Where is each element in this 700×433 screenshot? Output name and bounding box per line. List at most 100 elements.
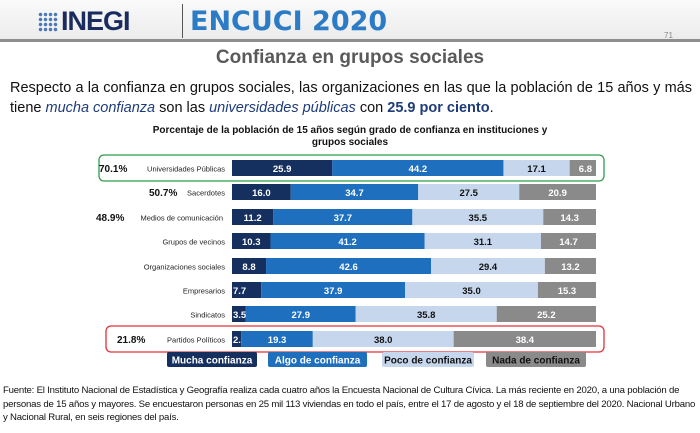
data-label: 14.3 bbox=[560, 213, 579, 224]
data-label: 19.3 bbox=[268, 335, 287, 346]
intro-paragraph: Respecto a la confianza en grupos social… bbox=[10, 78, 692, 118]
bar-segment bbox=[355, 306, 497, 322]
data-label: 15.3 bbox=[558, 286, 577, 297]
intro-text: Respecto a la confianza en grupos social… bbox=[10, 80, 692, 116]
bar-segment bbox=[261, 282, 406, 298]
data-label: 41.2 bbox=[338, 237, 357, 248]
data-label: 14.7 bbox=[559, 237, 578, 248]
bar-segment bbox=[496, 306, 596, 322]
bar-segment bbox=[266, 258, 432, 274]
intro-text: son las bbox=[155, 100, 210, 116]
data-label: 38.4 bbox=[516, 335, 535, 346]
data-label: 20.9 bbox=[548, 188, 567, 199]
data-label: 37.9 bbox=[324, 286, 343, 297]
category-label: Sacerdotes bbox=[187, 189, 225, 198]
bar-segment bbox=[270, 233, 425, 249]
bar-segment bbox=[232, 160, 333, 176]
data-label: 2.5 bbox=[233, 335, 247, 346]
bar-segment bbox=[232, 282, 262, 298]
bar-segment bbox=[503, 160, 570, 176]
total-label: 70.1% bbox=[99, 164, 127, 175]
data-label: 8.8 bbox=[242, 262, 255, 273]
data-label: 37.7 bbox=[334, 213, 353, 224]
bar-segment bbox=[405, 282, 538, 298]
intro-emphasis: universidades públicas bbox=[209, 100, 356, 116]
data-label: 29.4 bbox=[479, 262, 498, 273]
slide-header: INEGI ENCUCI 2020 71 bbox=[0, 0, 700, 42]
data-label: 25.2 bbox=[537, 310, 556, 321]
data-label: 42.6 bbox=[339, 262, 358, 273]
data-label: 25.9 bbox=[273, 164, 292, 175]
stacked-bar-chart: Universidades Públicas 70.1% 25.9 44.2 17.1 6… bbox=[96, 154, 605, 367]
page-number: 71 bbox=[664, 31, 673, 40]
intro-text: con bbox=[355, 100, 388, 116]
bar-segment bbox=[412, 209, 544, 225]
category-label: Medios de comunicación bbox=[140, 214, 223, 223]
data-label: 13.2 bbox=[561, 262, 580, 273]
bar-segment bbox=[232, 306, 246, 322]
data-label: 31.1 bbox=[474, 237, 493, 248]
legend-swatch bbox=[268, 352, 367, 367]
data-label: 35.0 bbox=[462, 286, 481, 297]
data-label: 10.3 bbox=[242, 237, 261, 248]
data-label: 27.9 bbox=[291, 310, 310, 321]
data-label: 17.1 bbox=[527, 164, 546, 175]
data-label: 34.7 bbox=[345, 188, 364, 199]
data-label: 38.0 bbox=[374, 335, 393, 346]
legend-label: Nada de confianza bbox=[492, 356, 580, 367]
data-label: 16.0 bbox=[252, 188, 271, 199]
bar-segment bbox=[453, 331, 596, 347]
legend-label: Algo de confianza bbox=[275, 356, 361, 367]
legend-label: Mucha confianza bbox=[172, 356, 253, 367]
category-label: Grupos de vecinos bbox=[162, 238, 225, 247]
bar-segment bbox=[312, 331, 454, 347]
bar-segment bbox=[541, 233, 596, 249]
chart-title: Porcentaje de la población de 15 años se… bbox=[152, 125, 548, 148]
total-label: 50.7% bbox=[149, 188, 177, 199]
total-label: 48.9% bbox=[96, 213, 124, 224]
bar-segment bbox=[273, 209, 413, 225]
legend-label: Poco de confianza bbox=[384, 356, 472, 367]
bar-segment bbox=[290, 184, 419, 200]
data-label: 11.2 bbox=[244, 213, 262, 224]
logo-text: INEGI bbox=[61, 6, 131, 36]
intro-text: . bbox=[489, 100, 494, 116]
data-label: 3.5 bbox=[233, 310, 247, 321]
category-label: Sindicatos bbox=[190, 311, 225, 320]
data-label: 6.8 bbox=[579, 164, 592, 175]
bar-segment bbox=[418, 184, 520, 200]
survey-brand: ENCUCI 2020 bbox=[190, 6, 388, 37]
intro-highlight: 25.9 por ciento bbox=[387, 100, 490, 116]
bar-segment bbox=[232, 184, 291, 200]
bar-segment bbox=[332, 160, 504, 176]
bar-segment bbox=[232, 209, 274, 225]
inegi-logo: INEGI bbox=[38, 6, 131, 37]
bar-segment bbox=[537, 282, 596, 298]
bar-segment bbox=[245, 306, 356, 322]
bar-segment bbox=[424, 233, 542, 249]
inegi-dots-icon bbox=[38, 12, 58, 32]
bar-segment bbox=[543, 209, 596, 225]
data-label: 35.5 bbox=[469, 213, 488, 224]
intro-emphasis: mucha confianza bbox=[45, 100, 156, 116]
category-label: Empresarios bbox=[183, 287, 225, 296]
bar-segment bbox=[544, 258, 596, 274]
source-footnote: Fuente: El Instituto Nacional de Estadís… bbox=[3, 385, 696, 423]
data-label: 35.8 bbox=[417, 310, 436, 321]
bar-segment bbox=[232, 233, 271, 249]
header-divider bbox=[182, 4, 183, 38]
highlight-box bbox=[98, 154, 605, 182]
legend-swatch bbox=[167, 352, 257, 367]
category-label: Partidos Políticos bbox=[167, 336, 225, 345]
data-label: 27.5 bbox=[459, 188, 478, 199]
bar-segment bbox=[232, 331, 242, 347]
slide-title: Confianza en grupos sociales bbox=[215, 47, 485, 68]
total-label: 21.8% bbox=[117, 335, 145, 346]
legend-swatch bbox=[486, 352, 586, 367]
bar-segment bbox=[232, 258, 267, 274]
legend-swatch bbox=[382, 352, 474, 367]
category-label: Universidades Públicas bbox=[147, 165, 225, 174]
bar-segment bbox=[241, 331, 313, 347]
bar-segment bbox=[519, 184, 596, 200]
category-label: Organizaciones sociales bbox=[144, 263, 226, 272]
